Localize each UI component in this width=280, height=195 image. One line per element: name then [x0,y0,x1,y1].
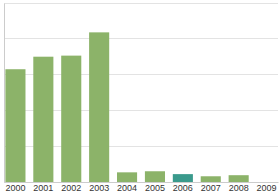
bar [89,32,109,182]
x-tick-label: 2002 [61,183,81,193]
grid-line [4,38,278,39]
bars [5,32,248,182]
x-tick: 2000 [5,182,25,193]
bar [33,57,53,182]
x-tick: 2001 [33,182,53,193]
bar [61,56,81,182]
y-axis-line [4,4,5,183]
x-tick: 2005 [145,182,165,193]
bar [5,69,25,182]
grid-line [4,3,278,4]
x-tick-label: 2000 [5,183,25,193]
x-tick: 2003 [89,182,109,193]
grid [4,3,278,182]
plot-area: 2000 2001 2002 2003 2004 2005 2006 2007 2008 2009 [4,3,279,193]
x-axis: 2000 2001 2002 2003 2004 2005 2006 2007 2008 2009 [5,182,279,193]
bar [145,171,165,182]
x-tick-label: 2003 [89,183,109,193]
x-tick: 2007 [201,182,221,193]
bar [257,182,277,183]
x-tick-label: 2007 [201,183,221,193]
bar [173,174,193,182]
x-tick: 2009 [257,182,277,193]
x-tick-label: 2009 [257,183,277,193]
bar [117,172,137,182]
x-tick: 2008 [229,182,249,193]
chart: 2000 2001 2002 2003 2004 2005 2006 2007 2008 2009 [0,0,280,195]
y-axis [4,4,6,183]
bar [201,176,221,182]
x-tick-label: 2001 [33,183,53,193]
x-tick-label: 2008 [229,183,249,193]
x-tick-label: 2005 [145,183,165,193]
x-tick: 2004 [117,182,137,193]
x-tick: 2006 [173,182,193,193]
x-tick-label: 2004 [117,183,137,193]
x-tick: 2002 [61,182,81,193]
x-tick-label: 2006 [173,183,193,193]
bar [229,175,249,182]
